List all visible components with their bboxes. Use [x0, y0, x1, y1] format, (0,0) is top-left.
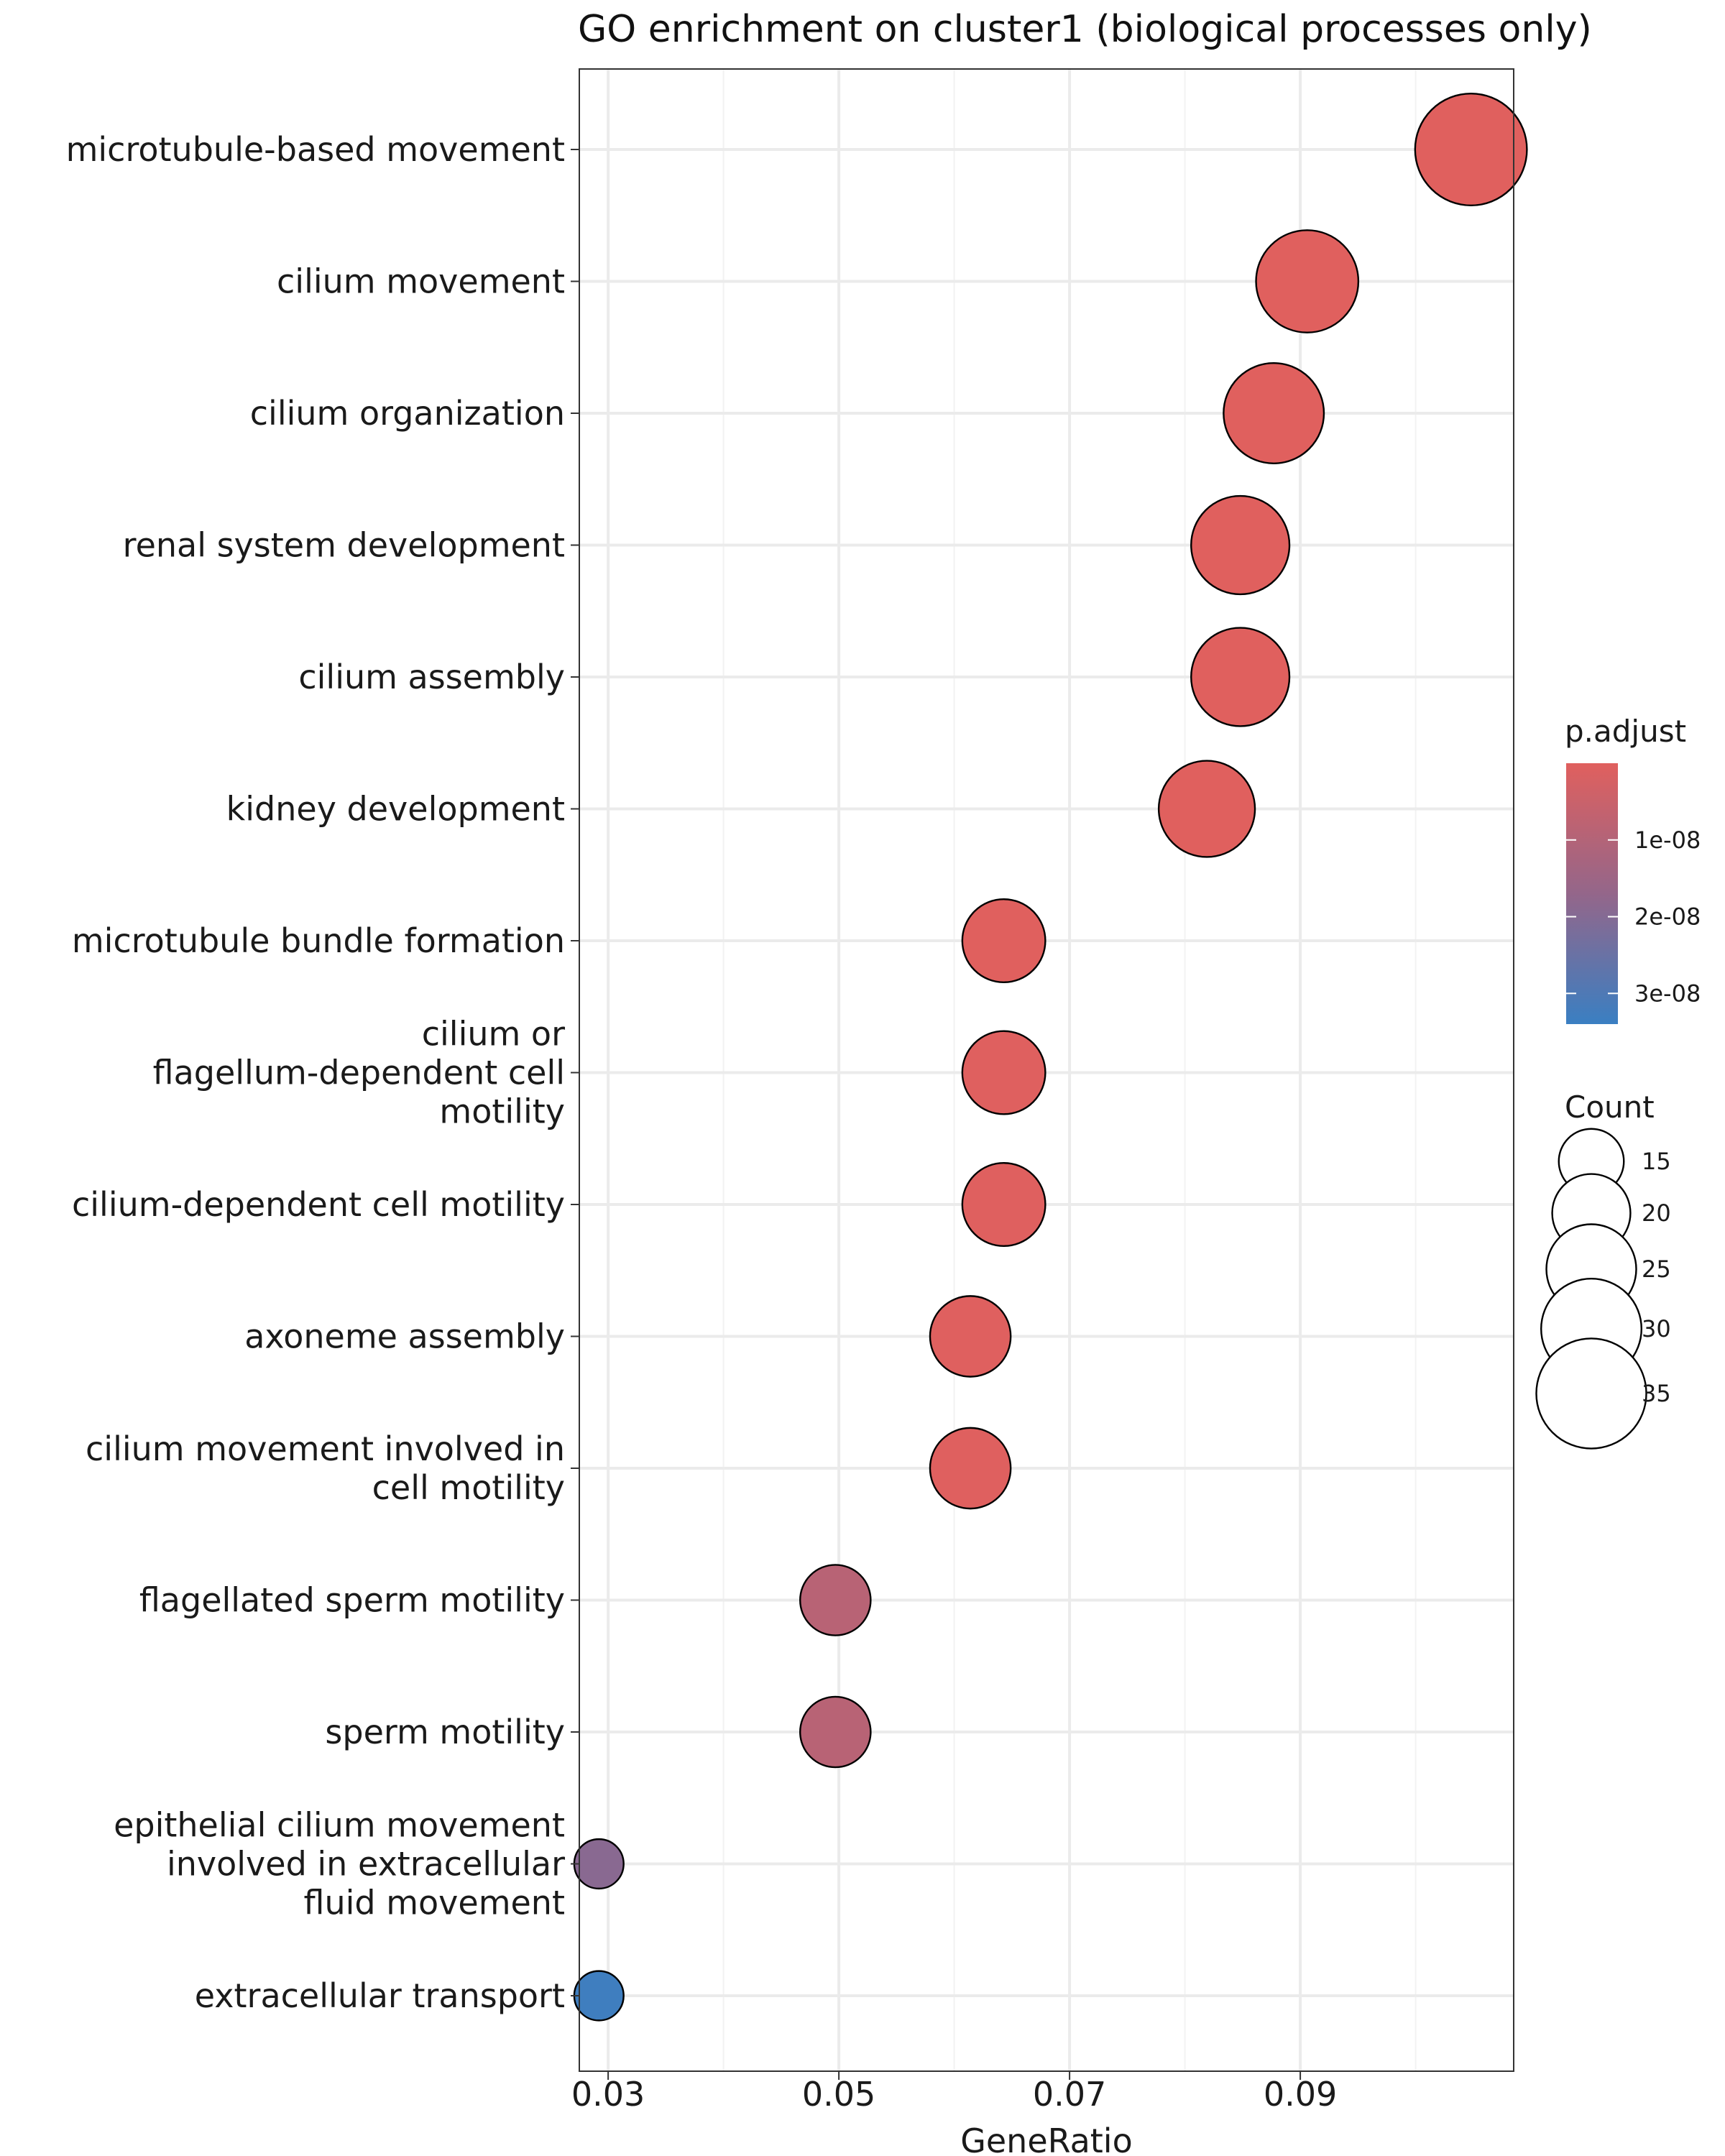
grid-lines — [579, 69, 1514, 2071]
data-point — [929, 1295, 1012, 1378]
size-legend: Count 15 20 25 30 35 — [1535, 1089, 1671, 1450]
data-point — [1414, 92, 1528, 207]
data-point — [799, 1564, 872, 1636]
y-tick-label: cilium assembly — [298, 658, 565, 696]
data-point — [961, 1030, 1046, 1115]
data-points — [573, 92, 1528, 2022]
color-legend-label: 2e-08 — [1634, 903, 1701, 931]
color-legend-title: p.adjust — [1565, 714, 1686, 749]
y-tick-label: epithelial cilium movement involved in ex… — [114, 1806, 565, 1922]
data-point — [961, 1162, 1046, 1247]
data-point — [1157, 760, 1256, 858]
color-legend: p.adjust 1e-08 2e-08 3e-08 — [1565, 714, 1701, 1024]
plot-panel-border — [579, 68, 1514, 2072]
data-point — [1223, 361, 1325, 465]
data-point — [799, 1695, 872, 1769]
size-legend-label: 20 — [1642, 1199, 1671, 1227]
y-tick-label: microtubule-based movement — [66, 130, 565, 169]
x-tick-label: 0.09 — [1264, 2075, 1337, 2114]
x-tick-label: 0.03 — [571, 2075, 645, 2114]
y-tick-label: sperm motility — [325, 1713, 565, 1751]
size-legend-label: 15 — [1642, 1148, 1671, 1175]
y-axis: microtubule-based movement cilium movemen… — [66, 130, 579, 2015]
y-tick-label: microtubule bundle formation — [72, 921, 565, 960]
data-point — [573, 1970, 625, 2022]
y-tick-label: cilium movement involved in cell motility — [86, 1429, 565, 1507]
x-tick-label: 0.05 — [802, 2075, 875, 2114]
data-point — [929, 1427, 1012, 1510]
size-legend-title: Count — [1565, 1089, 1655, 1125]
data-point — [1190, 627, 1291, 727]
size-legend-label: 25 — [1642, 1256, 1671, 1283]
y-tick-label: axoneme assembly — [244, 1317, 565, 1356]
y-tick-label: cilium-dependent cell motility — [72, 1185, 565, 1224]
y-tick-label: renal system development — [123, 526, 565, 565]
data-point — [573, 1838, 625, 1890]
chart-title: GO enrichment on cluster1 (biological pr… — [578, 8, 1592, 51]
size-legend-label: 35 — [1642, 1380, 1671, 1407]
color-legend-label: 1e-08 — [1634, 826, 1701, 854]
x-axis: 0.03 0.05 0.07 0.09 — [571, 2071, 1337, 2114]
data-point — [1255, 229, 1360, 333]
y-tick-label: cilium organization — [250, 394, 565, 433]
size-legend-key — [1535, 1337, 1647, 1450]
y-tick-label: cilium movement — [277, 262, 565, 301]
y-tick-label: cilium or flagellum-dependent cell motilit… — [153, 1015, 565, 1131]
y-tick-label: extracellular transport — [195, 1976, 565, 2015]
color-legend-bar — [1566, 763, 1618, 1024]
color-legend-label: 3e-08 — [1634, 980, 1701, 1007]
x-tick-label: 0.07 — [1033, 2075, 1106, 2114]
y-tick-label: flagellated sperm motility — [139, 1581, 565, 1620]
y-tick-label: kidney development — [226, 790, 565, 829]
data-point — [961, 898, 1046, 983]
size-legend-label: 30 — [1642, 1315, 1671, 1342]
x-axis-title: GeneRatio — [960, 2122, 1133, 2156]
data-point — [1190, 494, 1291, 596]
